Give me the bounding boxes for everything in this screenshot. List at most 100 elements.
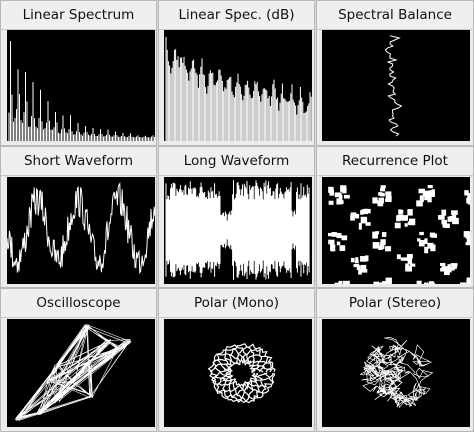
panel-title: Linear Spec. (dB): [159, 1, 314, 30]
recurrence-cell: [419, 195, 424, 203]
spectrum-bars: [8, 41, 155, 141]
recurrence-cell: [440, 262, 446, 266]
recurrence-cell: [380, 242, 385, 250]
recurrence-cell: [452, 217, 459, 225]
recurrence-cell: [338, 195, 343, 202]
recurrence-cell: [444, 268, 450, 276]
recurrence-cell: [417, 238, 421, 242]
panel-polar-stereo[interactable]: Polar (Stereo): [316, 288, 474, 432]
recurrence-cell: [460, 282, 467, 284]
balance-line: [384, 35, 403, 137]
panel-long-waveform[interactable]: Long Waveform: [158, 146, 315, 288]
panel-linear-spec-db[interactable]: Linear Spec. (dB): [158, 0, 315, 146]
panel-title: Oscilloscope: [1, 289, 156, 318]
panel-title: Linear Spectrum: [1, 1, 156, 30]
recurrence-cell: [355, 257, 359, 261]
recurrence-cell: [378, 192, 383, 196]
recurrence-cell: [336, 232, 341, 238]
recurrence-cell: [385, 195, 392, 203]
recurrence-cell: [466, 235, 470, 242]
recurrence-cell: [464, 190, 469, 196]
panel-title: Polar (Mono): [159, 289, 314, 318]
recurrence-cell: [360, 264, 367, 272]
recurrence-cell: [339, 245, 346, 251]
recurrence-cell: [354, 260, 359, 264]
oscilloscope-trace: [14, 323, 132, 421]
recurrence-cell: [394, 222, 401, 229]
db-bars: [165, 37, 312, 141]
recurrence-cell: [336, 241, 341, 246]
recurrence-cell: [441, 219, 447, 225]
recurrence-cell: [469, 199, 470, 205]
panel-polar-mono[interactable]: Polar (Mono): [158, 288, 315, 432]
recurrence-cell: [424, 238, 428, 244]
recurrence-cell: [447, 264, 451, 270]
recurrence-cell: [404, 223, 408, 227]
recurrence-cell: [381, 281, 388, 284]
short-waveform-plot: [7, 177, 155, 284]
recurrence-cell: [418, 188, 425, 194]
recurrence-cell: [424, 194, 430, 201]
recurrence-cell: [405, 265, 409, 272]
linear-spec-db-plot: [164, 30, 312, 141]
recurrence-cell: [452, 214, 457, 220]
recurrence-cell: [416, 200, 423, 207]
recurrence-cell: [427, 185, 433, 189]
recurrence-cell: [385, 277, 392, 284]
recurrence-cell: [380, 192, 385, 197]
recurrence-cell: [419, 231, 424, 236]
recurrence-cell: [353, 263, 360, 268]
recurrence-cell: [334, 192, 342, 198]
panel-linear-spectrum[interactable]: Linear Spectrum: [0, 0, 157, 146]
recurrence-cell: [440, 267, 446, 272]
recurrence-cell: [361, 269, 368, 273]
panel-recurrence-plot[interactable]: Recurrence Plot: [316, 146, 474, 288]
panel-short-waveform[interactable]: Short Waveform: [0, 146, 157, 288]
recurrence-cell: [342, 187, 347, 194]
recurrence-cell: [407, 209, 413, 216]
recurrence-cell: [408, 218, 416, 226]
recurrence-cell: [466, 277, 470, 282]
recurrence-cell: [409, 263, 416, 267]
recurrence-cell: [341, 235, 348, 241]
recurrence-cell: [328, 232, 332, 237]
recurrence-cell: [329, 189, 335, 196]
recurrence-cell: [465, 231, 470, 239]
long-waveform-plot: [164, 177, 312, 284]
recurrence-cell: [445, 223, 450, 229]
panel-spectral-balance[interactable]: Spectral Balance: [316, 0, 474, 146]
recurrence-cell: [372, 242, 380, 249]
panel-title: Recurrence Plot: [317, 147, 473, 176]
recurrence-cell: [373, 281, 380, 284]
recurrence-cell: [343, 194, 350, 199]
recurrence-cell: [466, 240, 470, 246]
recurrence-plot-view: [322, 177, 470, 284]
polar-mono-plot: [164, 319, 312, 427]
panel-title: Polar (Stereo): [317, 289, 473, 318]
recurrence-cell: [451, 210, 458, 215]
recurrence-cell: [423, 190, 430, 196]
recurrence-cell: [449, 215, 453, 221]
recurrence-cell: [342, 280, 350, 284]
recurrence-cell: [331, 232, 337, 237]
recurrence-cell: [372, 231, 378, 239]
recurrence-cell: [428, 281, 435, 284]
recurrence-cell: [402, 215, 408, 221]
recurrence-cell: [400, 257, 408, 261]
recurrence-cell: [380, 239, 386, 245]
recurrence-cell: [354, 213, 360, 219]
spectral-balance-plot: [322, 30, 470, 141]
recurrence-cell: [406, 254, 413, 259]
recurrence-cell: [466, 280, 470, 284]
recurrence-cell: [442, 223, 447, 228]
recurrence-cell: [466, 197, 470, 204]
panel-title: Long Waveform: [159, 147, 314, 176]
polar-stereo-plot: [322, 319, 470, 427]
recurrence-cell: [350, 212, 357, 217]
panel-oscilloscope[interactable]: Oscilloscope: [0, 288, 157, 432]
panel-title: Spectral Balance: [317, 1, 473, 30]
recurrence-cell: [360, 210, 364, 215]
recurrence-cell: [358, 269, 362, 275]
recurrence-cell: [330, 244, 334, 251]
recurrence-cell: [407, 257, 413, 264]
